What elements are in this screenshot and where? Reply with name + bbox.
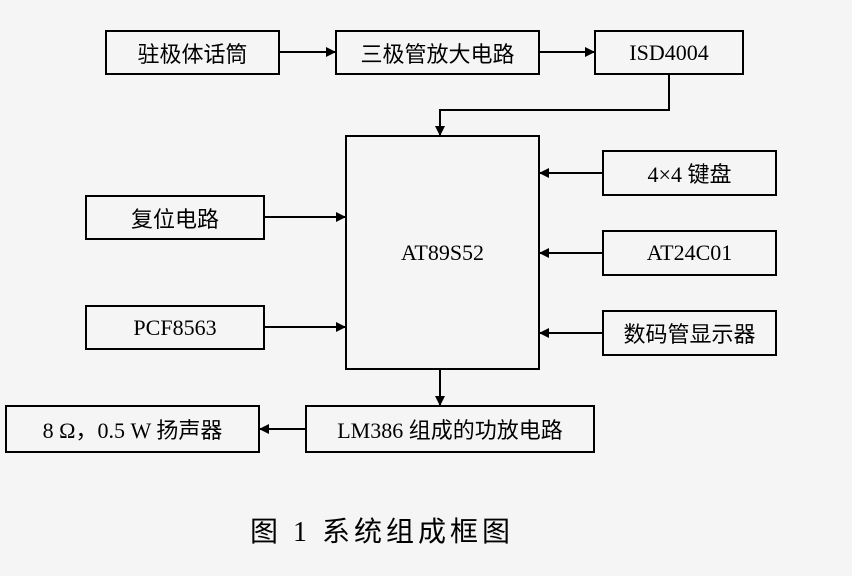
node-label: 三极管放大电路 bbox=[360, 37, 514, 69]
caption: 图 1 系统组成框图 bbox=[250, 510, 514, 550]
node-pcf8563: PCF8563 bbox=[85, 305, 265, 350]
node-label: AT24C01 bbox=[647, 240, 733, 266]
node-amp: 三极管放大电路 bbox=[335, 30, 540, 75]
node-label: 复位电路 bbox=[131, 202, 219, 234]
node-label: AT89S52 bbox=[401, 240, 484, 266]
node-isd4004: ISD4004 bbox=[594, 30, 744, 75]
node-at24c01: AT24C01 bbox=[602, 230, 777, 276]
node-label: ISD4004 bbox=[629, 40, 708, 66]
node-reset: 复位电路 bbox=[85, 195, 265, 240]
node-label: 8 Ω，0.5 W 扬声器 bbox=[43, 413, 223, 445]
node-label: LM386 组成的功放电路 bbox=[337, 413, 563, 445]
node-mic: 驻极体话筒 bbox=[105, 30, 280, 75]
node-at89s52: AT89S52 bbox=[345, 135, 540, 370]
node-display: 数码管显示器 bbox=[602, 310, 777, 356]
node-lm386: LM386 组成的功放电路 bbox=[305, 405, 595, 453]
block-diagram: 驻极体话筒 三极管放大电路 ISD4004 复位电路 PCF8563 AT89S52 4×4… bbox=[0, 0, 852, 576]
node-keypad: 4×4 键盘 bbox=[602, 150, 777, 196]
node-label: 4×4 键盘 bbox=[648, 157, 732, 189]
node-speaker: 8 Ω，0.5 W 扬声器 bbox=[5, 405, 260, 453]
node-label: PCF8563 bbox=[133, 315, 216, 341]
edge-isd4004-at89s52 bbox=[440, 75, 669, 135]
node-label: 驻极体话筒 bbox=[137, 37, 247, 69]
node-label: 数码管显示器 bbox=[623, 317, 755, 349]
